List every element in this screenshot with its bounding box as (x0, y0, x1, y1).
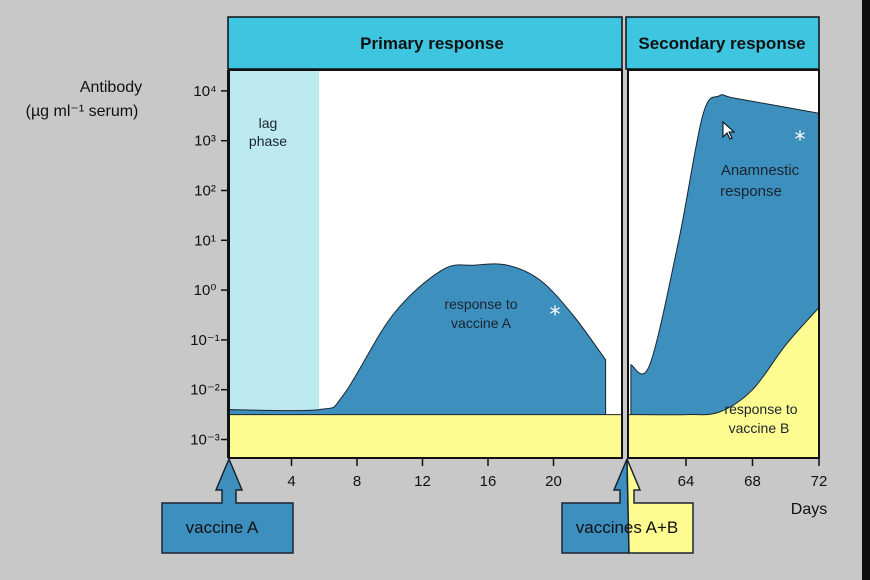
lag-phase-region (229, 70, 320, 458)
primary-response-title: Primary response (360, 34, 504, 53)
vaccines-ab-callout: vaccines A+B (561, 458, 694, 554)
x-tick-label: 20 (545, 473, 562, 490)
x-tick-label: 4 (287, 473, 295, 490)
x-axis-ticks: 4 8 12 16 20 64 68 72 (287, 458, 827, 490)
vaccines-ab-arrow-box-yellow (626, 458, 694, 554)
response-b-label-line1: response to (724, 401, 797, 417)
mouse-cursor-icon (722, 120, 736, 140)
vaccine-a-arrow-box (161, 457, 294, 554)
vaccines-ab-label: vaccines A+B (576, 518, 679, 537)
x-tick-label: 68 (744, 473, 761, 490)
y-tick-label: 10⁻² (190, 382, 220, 399)
anamnestic-star: * (795, 128, 806, 153)
response-a-label-line2: vaccine A (451, 315, 512, 331)
x-axis-label: Days (791, 501, 827, 518)
secondary-response-banner (625, 16, 820, 70)
vaccine-a-callout: vaccine A (161, 457, 294, 554)
anamnestic-label-line1: Anamnestic (721, 162, 800, 179)
anamnestic-label-line2: response (720, 183, 782, 200)
vaccines-ab-arrow-box-blue (561, 458, 630, 554)
vaccine-a-label: vaccine A (186, 518, 259, 537)
y-tick-label: 10⁰ (194, 282, 217, 299)
secondary-plot-frame (627, 69, 820, 459)
y-tick-label: 10⁻³ (190, 432, 220, 449)
screen-edge (862, 0, 870, 580)
y-axis-label-line1: Antibody (80, 79, 142, 96)
primary-plot-panel (228, 69, 623, 459)
y-tick-label: 10³ (194, 133, 216, 150)
y-axis-label-line2: (µg ml⁻¹ serum) (26, 103, 139, 120)
y-axis-ticks: 10⁴ 10³ 10² 10¹ 10⁰ 10⁻¹ 10⁻² 10⁻³ (190, 83, 228, 449)
y-tick-label: 10⁻¹ (190, 332, 220, 349)
lag-phase-label-line1: lag (259, 115, 278, 131)
series-vaccine-b-secondary (627, 306, 820, 459)
series-vaccine-a-primary (228, 263, 607, 459)
y-tick-label: 10⁴ (193, 83, 216, 100)
lag-phase-label-line2: phase (249, 133, 287, 149)
y-tick-label: 10¹ (194, 232, 216, 249)
secondary-plot-panel (627, 69, 820, 459)
response-a-star: * (550, 303, 561, 328)
x-tick-label: 16 (480, 473, 497, 490)
y-tick-label: 10² (194, 183, 216, 200)
series-vaccine-b-primary (228, 414, 623, 459)
response-b-label-line2: vaccine B (729, 420, 790, 436)
x-tick-label: 12 (414, 473, 431, 490)
x-tick-label: 8 (353, 473, 361, 490)
response-a-label-line1: response to (444, 296, 517, 312)
x-tick-label: 72 (811, 473, 828, 490)
x-tick-label: 64 (678, 473, 695, 490)
secondary-response-title: Secondary response (638, 34, 805, 53)
